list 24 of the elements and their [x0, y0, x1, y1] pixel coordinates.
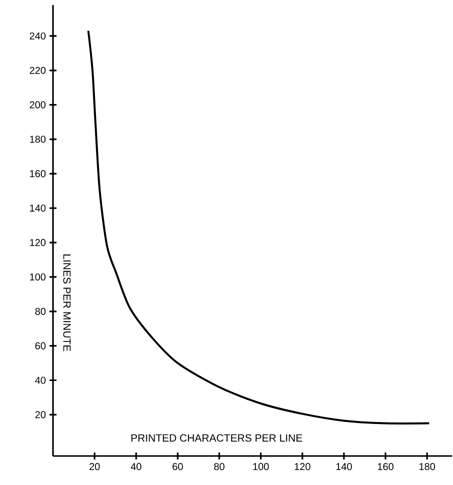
y-tick-label: 20 — [35, 411, 46, 418]
y-tick-label: 120 — [30, 239, 46, 246]
x-tick-label: 80 — [214, 463, 224, 470]
y-tick-label: 160 — [30, 170, 46, 178]
x-tick-label: 40 — [130, 463, 142, 470]
y-tick-label: 200 — [30, 101, 46, 108]
y-tick-label: 240 — [30, 32, 46, 40]
x-tick-label: 140 — [336, 463, 352, 470]
y-tick-label: 220 — [30, 66, 46, 74]
y-tick-label: 40 — [35, 376, 46, 384]
y-tick-label: 60 — [35, 342, 46, 350]
y-tick-label: 100 — [30, 273, 46, 281]
x-tick-label: 120 — [294, 463, 310, 470]
y-tick-label: 140 — [30, 204, 46, 212]
x-tick-label: 100 — [253, 463, 269, 470]
y-tick-label: 80 — [35, 308, 46, 315]
x-tick-label: 180 — [419, 463, 436, 470]
x-axis-title: PRINTED CHARACTERS PER LINE — [131, 434, 302, 442]
y-axis-title: LINES PER MINUTE — [63, 254, 71, 352]
x-tick-label: 160 — [378, 463, 394, 470]
line-series — [87, 30, 430, 424]
y-tick-label: 180 — [30, 136, 46, 143]
x-tick-label: 60 — [172, 463, 183, 470]
x-tick-label: 20 — [90, 463, 100, 470]
